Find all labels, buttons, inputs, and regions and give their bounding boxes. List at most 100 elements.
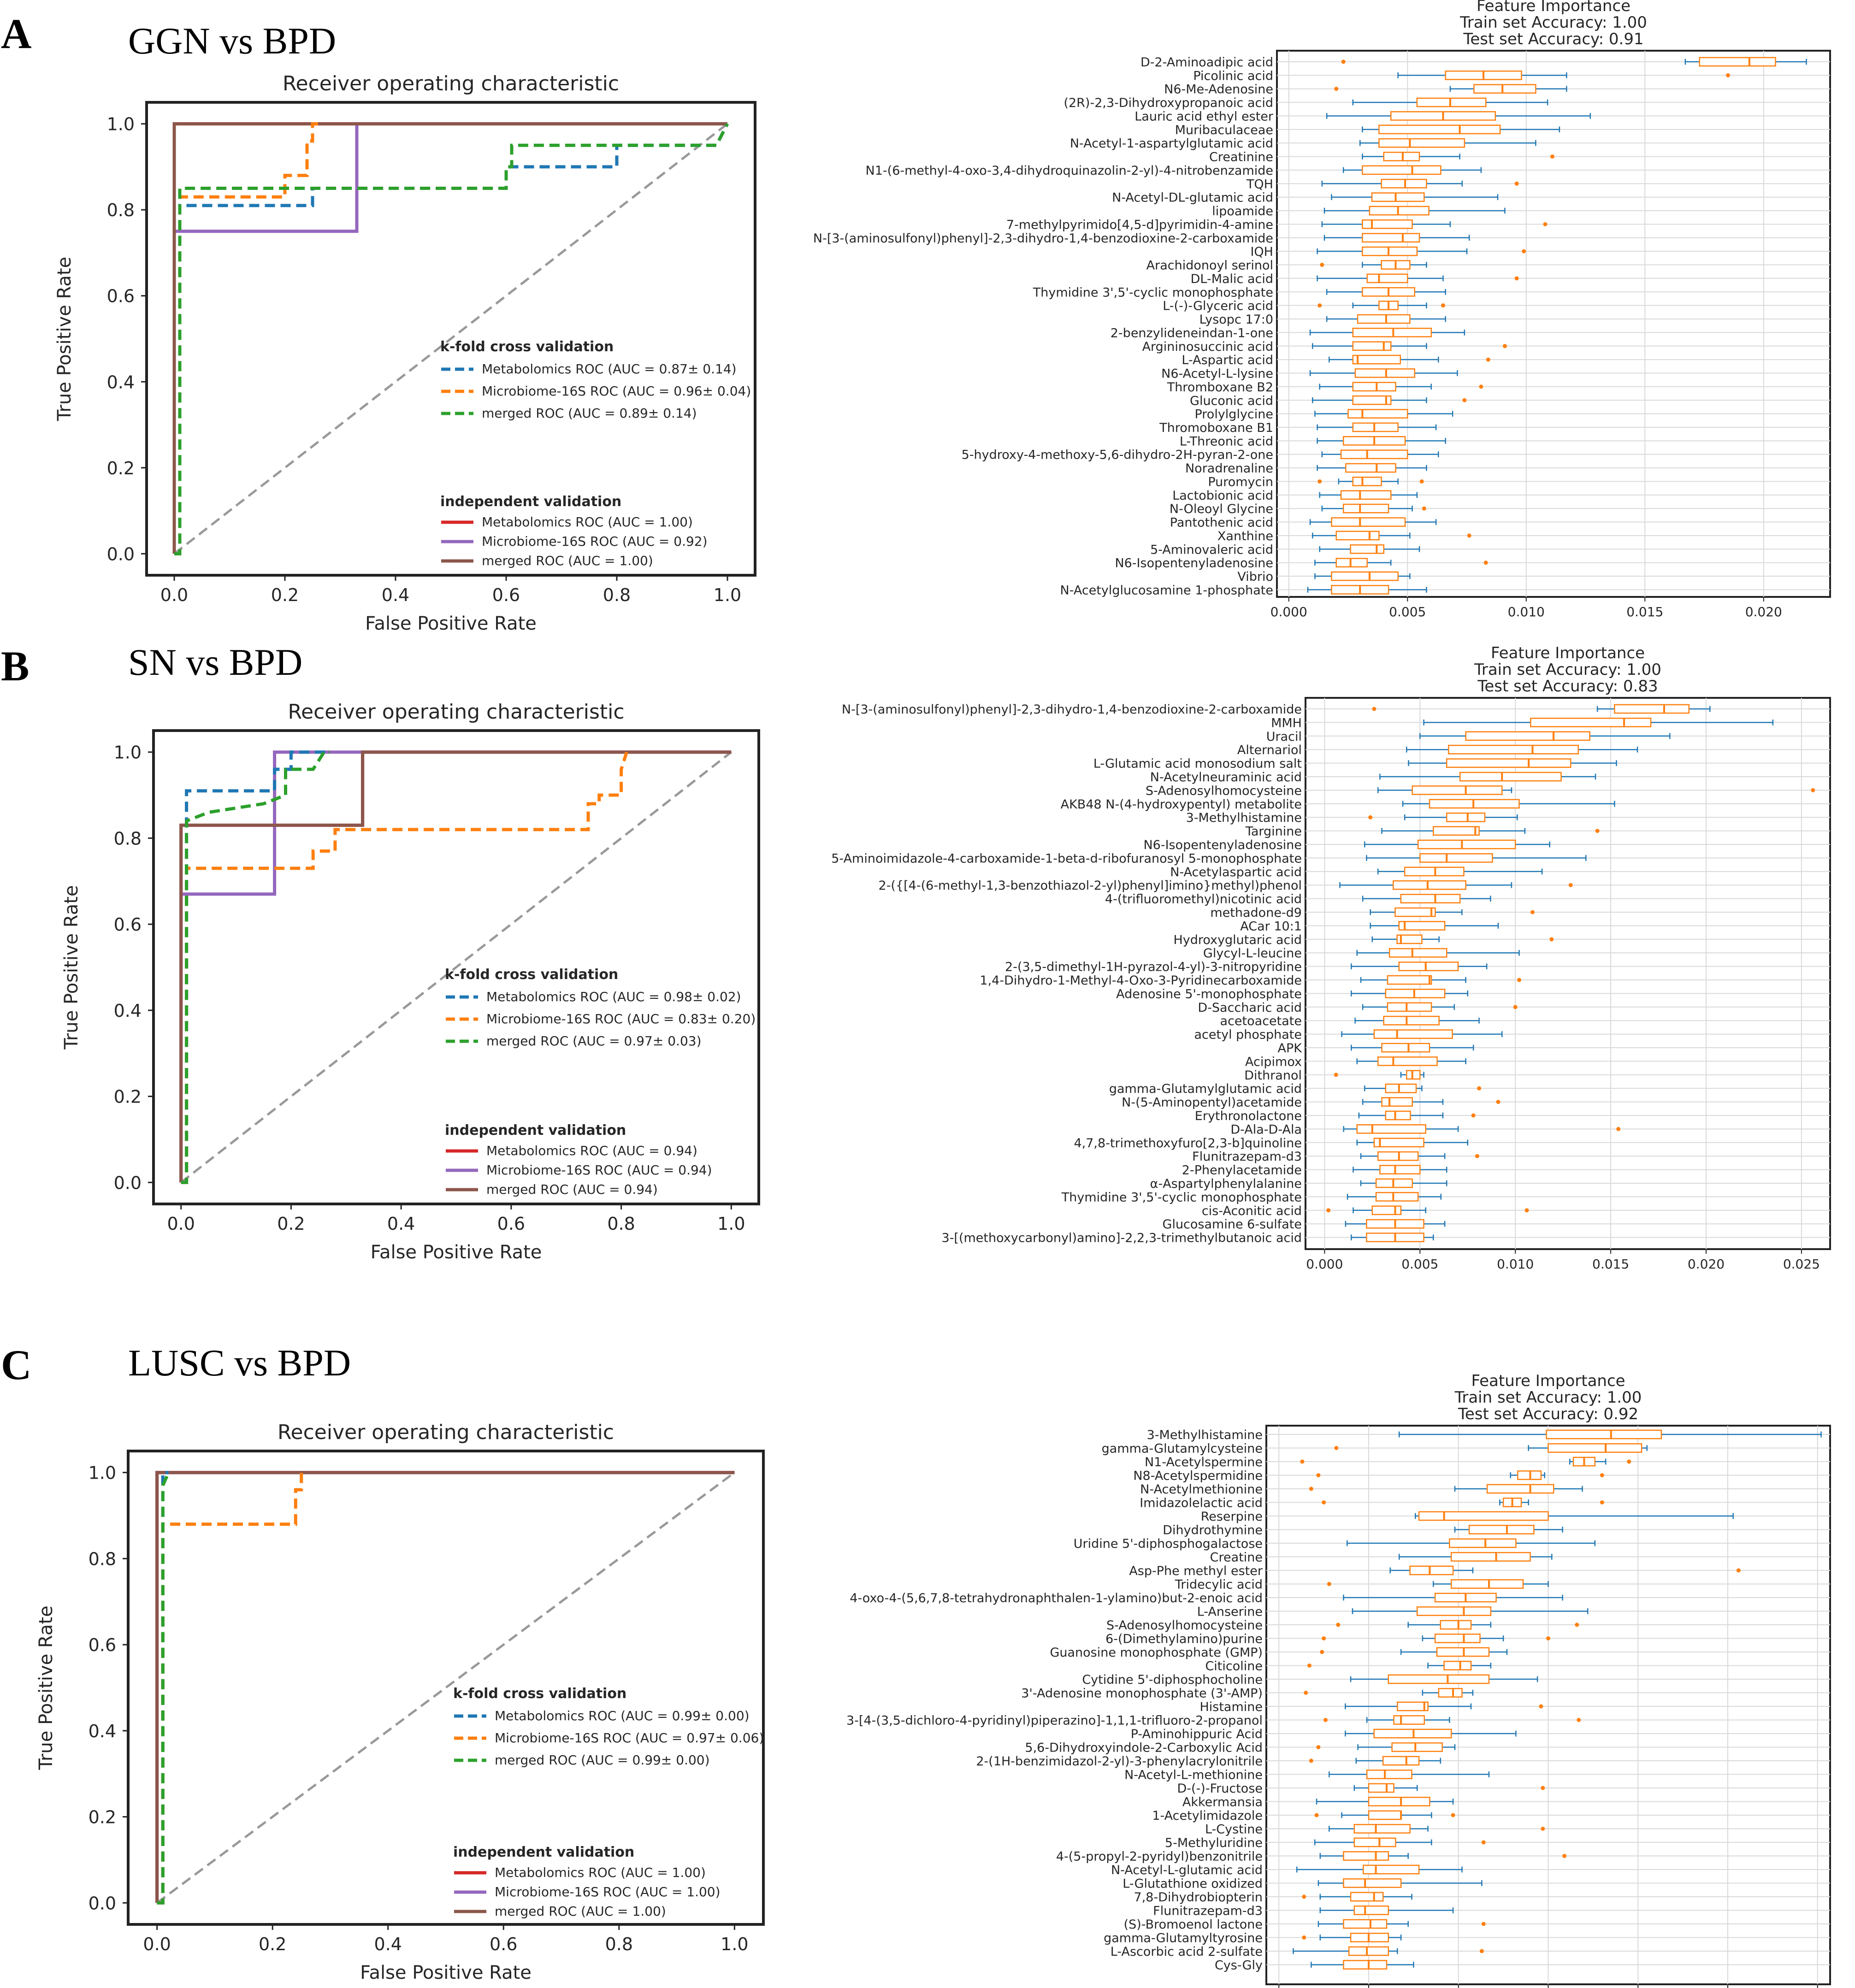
legend-title-independent: independent validation (440, 494, 621, 510)
feature-label: N-Oleoyl Glycine (1170, 502, 1273, 516)
chart-title: Receiver operating characteristic (283, 72, 619, 95)
y-tick-label: 0.2 (114, 1087, 142, 1107)
x-tick-label: 0.4 (374, 1934, 402, 1954)
chart-subtitle-test: Test set Accuracy: 0.83 (1477, 677, 1658, 696)
outlier-point (1524, 1208, 1529, 1213)
box-iqr (1450, 1579, 1524, 1589)
box-iqr (1417, 839, 1516, 849)
box-iqr (1404, 867, 1465, 877)
box-iqr (1385, 989, 1446, 998)
feature-label: 2-benzylideneindan-1-one (1111, 326, 1273, 340)
outlier-point (1481, 1840, 1486, 1845)
feature-label: 3-Methylhistamine (1147, 1428, 1263, 1442)
roc-curve-indep-5 (155, 1471, 735, 1903)
feature-label: Flunitrazepam-d3 (1192, 1150, 1302, 1164)
feature-label: N6-Me-Adenosine (1164, 83, 1273, 97)
outlier-point (1368, 815, 1373, 820)
outlier-point (1543, 222, 1548, 226)
box-iqr (1366, 273, 1408, 283)
box-iqr (1366, 1770, 1412, 1779)
outlier-point (1467, 533, 1471, 538)
feature-label: 3-[4-(3,5-dichloro-4-pyridinyl)piperazin… (846, 1714, 1263, 1728)
box-iqr (1385, 1110, 1411, 1121)
outlier-point (1309, 1487, 1313, 1491)
feature-label: 5,6-Dihydroxyindole-2-Carboxylic Acid (1025, 1741, 1263, 1755)
box-iqr (1486, 1484, 1554, 1494)
feature-label: N-Acetylmethionine (1140, 1482, 1263, 1497)
feature-label: acetyl phosphate (1194, 1028, 1302, 1042)
feature-label: D-2-Aminoadipic acid (1140, 55, 1273, 70)
chart-title: Receiver operating characteristic (288, 700, 624, 724)
feature-label: 4-(5-propyl-2-pyridyl)benzonitrile (1056, 1850, 1263, 1864)
box-iqr (1343, 1878, 1402, 1888)
legend-entry-kfold: Microbiome-16S ROC (AUC = 0.83± 0.20) (486, 1011, 756, 1026)
feature-label: Thromoboxane B1 (1159, 421, 1273, 435)
box-iqr (1352, 354, 1401, 365)
outlier-point (1327, 1582, 1331, 1586)
x-tick-label: 0.010 (1508, 604, 1545, 619)
outlier-point (1514, 181, 1519, 186)
feature-label: L-Anserine (1197, 1605, 1263, 1619)
box-iqr (1398, 921, 1446, 931)
x-tick-label: 0.6 (492, 585, 520, 605)
outlier-point (1541, 1827, 1545, 1831)
feature-label: L-Glutamic acid monosodium salt (1093, 757, 1302, 771)
roc-curve-indep-5 (172, 122, 727, 554)
box-iqr (1362, 219, 1413, 229)
outlier-point (1326, 1208, 1331, 1213)
chance-diagonal (173, 123, 728, 555)
feature-label: 4-oxo-4-(5,6,7,8-tetrahydronaphthalen-1-… (850, 1591, 1263, 1605)
box-iqr (1382, 1756, 1420, 1766)
x-tick-label: 0.025 (1783, 1257, 1820, 1272)
x-tick-label: 0.000 (1270, 604, 1307, 619)
box-iqr (1393, 1715, 1425, 1725)
feature-label: 5-hydroxy-4-methoxy-5,6-dihydro-2H-pyran… (962, 448, 1273, 462)
feature-label: S-Adenosylhomocysteine (1106, 1618, 1263, 1633)
feature-label: Lauric acid ethyl ester (1134, 109, 1274, 124)
box-iqr (1352, 328, 1432, 337)
feature-label: Prolylglycine (1194, 407, 1273, 422)
x-tick-label: 0.2 (277, 1214, 305, 1234)
panel-letter-b: B (1, 643, 30, 690)
panel-letter-c: C (1, 1341, 32, 1388)
box-iqr (1440, 1620, 1472, 1630)
box-iqr (1446, 812, 1486, 822)
feature-label: L-Threonic acid (1180, 434, 1273, 448)
box-iqr (1356, 1124, 1426, 1134)
outlier-point (1811, 788, 1815, 792)
x-tick-label: 1.0 (717, 1214, 745, 1234)
feature-label: Arachidonoyl serinol (1146, 259, 1273, 273)
y-tick-label: 0.6 (114, 914, 142, 935)
y-tick-label: 0.0 (107, 544, 135, 564)
outlier-point (1726, 73, 1731, 77)
y-tick-label: 1.0 (89, 1463, 116, 1483)
legend-entry-kfold: Metabolomics ROC (AUC = 0.99± 0.00) (495, 1708, 750, 1723)
box-iqr (1387, 1002, 1432, 1012)
box-iqr (1353, 1824, 1411, 1834)
feature-label: L-Ascorbic acid 2-sulfate (1111, 1945, 1263, 1959)
outlier-point (1341, 59, 1346, 64)
box-iqr (1449, 1538, 1517, 1548)
outlier-point (1562, 1854, 1567, 1858)
legend-entry-kfold: Metabolomics ROC (AUC = 0.98± 0.02) (486, 989, 741, 1004)
feature-label: gamma-Glutamyltyrosine (1104, 1931, 1263, 1946)
feature-label: Tridecylic acid (1175, 1578, 1263, 1592)
feature-label: D-Saccharic acid (1198, 1001, 1302, 1015)
x-tick-label: 0.010 (1497, 1257, 1534, 1272)
feature-label: Lactobionic acid (1172, 489, 1273, 503)
box-iqr (1419, 853, 1493, 863)
outlier-point (1513, 1005, 1518, 1009)
feature-label: Cys-Gly (1215, 1959, 1263, 1973)
feature-label: methadone-d9 (1210, 906, 1302, 920)
outlier-point (1317, 303, 1322, 308)
box-iqr (1340, 490, 1392, 500)
box-iqr (1331, 517, 1406, 527)
feature-label: 3-[(methoxycarbonyl)amino]-2,2,3-trimeth… (942, 1231, 1302, 1245)
feature-label: lipoamide (1212, 204, 1273, 218)
x-tick-label: 0.005 (1389, 604, 1426, 619)
feature-label: Glucosamine 6-sulfate (1163, 1217, 1302, 1232)
feature-label: N-Acetylglucosamine 1-phosphate (1060, 583, 1273, 597)
feature-label: α-Aspartylphenylalanine (1150, 1177, 1302, 1191)
